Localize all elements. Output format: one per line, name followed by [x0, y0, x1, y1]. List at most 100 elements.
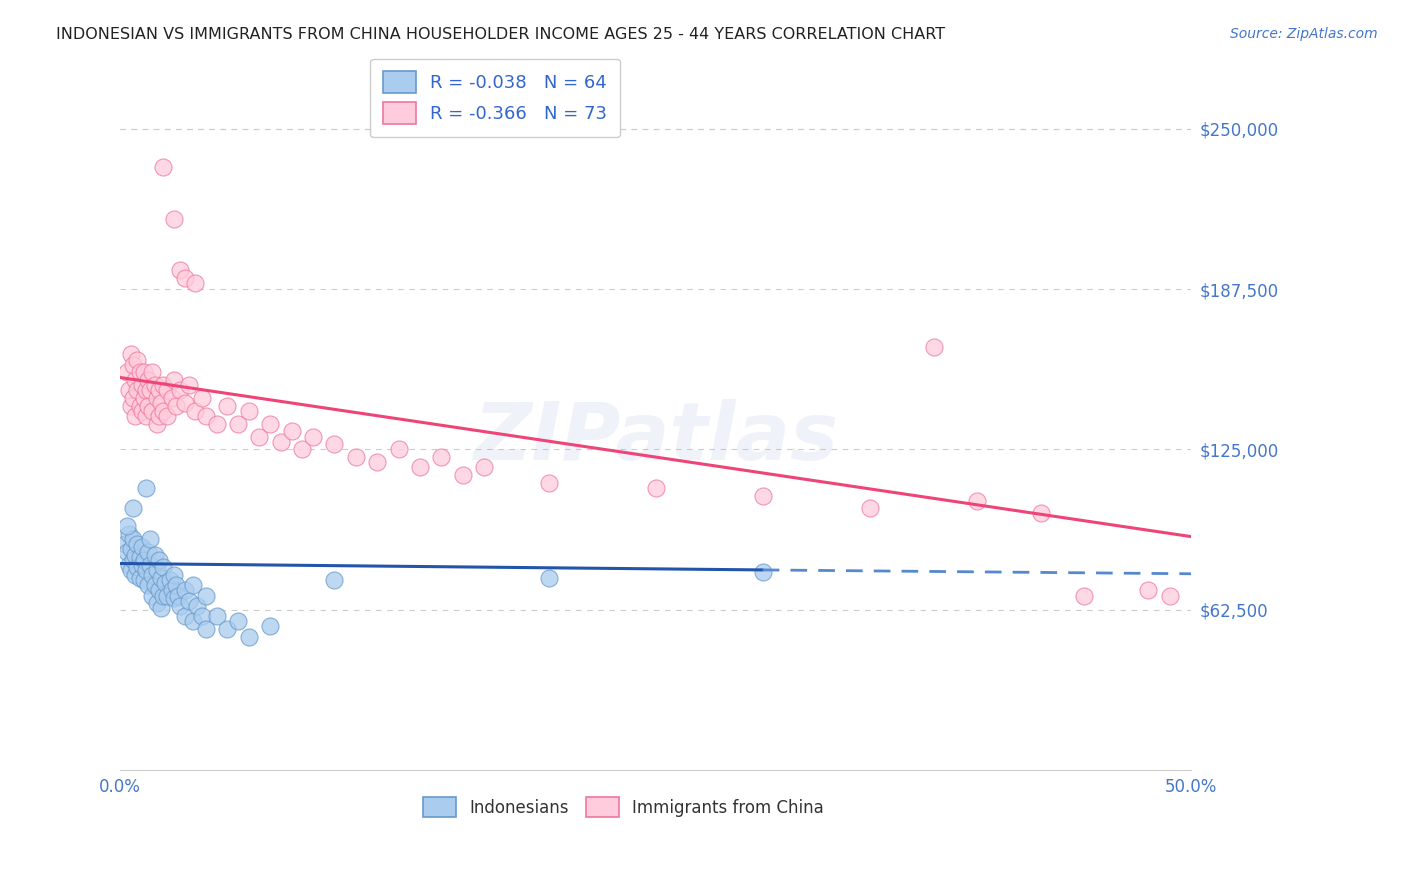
Point: [120, 563, 142, 577]
Point: [139, 558, 162, 572]
Point: [291, 442, 314, 457]
Point: [169, 599, 191, 613]
Point: [149, 396, 172, 410]
Point: [922, 340, 945, 354]
Point: [132, 391, 155, 405]
Point: [143, 578, 166, 592]
Point: [186, 599, 208, 613]
Point: [148, 384, 170, 398]
Point: [270, 434, 292, 449]
Point: [644, 481, 666, 495]
Point: [148, 583, 170, 598]
Point: [249, 429, 271, 443]
Point: [122, 501, 145, 516]
Point: [118, 527, 141, 541]
Point: [160, 391, 183, 405]
Point: [205, 609, 228, 624]
Point: [145, 596, 167, 610]
Point: [136, 545, 159, 559]
Point: [152, 404, 174, 418]
Point: [169, 262, 191, 277]
Point: [141, 589, 163, 603]
Point: [430, 450, 453, 464]
Point: [226, 614, 249, 628]
Point: [184, 276, 207, 290]
Point: [124, 568, 146, 582]
Point: [1073, 589, 1095, 603]
Point: [173, 270, 195, 285]
Point: [366, 455, 388, 469]
Point: [136, 399, 159, 413]
Point: [120, 347, 142, 361]
Point: [118, 384, 141, 398]
Point: [128, 399, 150, 413]
Point: [156, 589, 179, 603]
Point: [537, 475, 560, 490]
Point: [165, 399, 187, 413]
Point: [124, 373, 146, 387]
Point: [145, 391, 167, 405]
Point: [120, 399, 142, 413]
Point: [173, 609, 195, 624]
Point: [135, 384, 157, 398]
Point: [115, 519, 138, 533]
Point: [280, 425, 302, 439]
Point: [184, 404, 207, 418]
Point: [160, 583, 183, 598]
Point: [132, 552, 155, 566]
Point: [124, 548, 146, 562]
Point: [136, 373, 159, 387]
Point: [131, 378, 153, 392]
Point: [141, 404, 163, 418]
Point: [344, 450, 367, 464]
Point: [124, 409, 146, 423]
Point: [165, 578, 187, 592]
Point: [194, 409, 217, 423]
Point: [259, 417, 281, 431]
Point: [1029, 507, 1052, 521]
Point: [149, 601, 172, 615]
Text: ZIPatlas: ZIPatlas: [472, 399, 838, 476]
Point: [135, 409, 157, 423]
Point: [238, 404, 260, 418]
Point: [127, 560, 149, 574]
Point: [145, 417, 167, 431]
Point: [128, 366, 150, 380]
Point: [127, 352, 149, 367]
Point: [409, 460, 432, 475]
Point: [537, 571, 560, 585]
Point: [388, 442, 411, 457]
Point: [132, 573, 155, 587]
Point: [159, 573, 181, 587]
Point: [323, 437, 346, 451]
Point: [190, 391, 212, 405]
Point: [131, 404, 153, 418]
Point: [127, 384, 149, 398]
Point: [148, 552, 170, 566]
Point: [302, 429, 325, 443]
Point: [194, 622, 217, 636]
Point: [139, 384, 162, 398]
Point: [451, 468, 474, 483]
Point: [259, 619, 281, 633]
Point: [205, 417, 228, 431]
Point: [131, 558, 153, 572]
Point: [751, 566, 773, 580]
Point: [148, 409, 170, 423]
Point: [115, 366, 138, 380]
Point: [859, 501, 882, 516]
Point: [141, 366, 163, 380]
Point: [139, 532, 162, 546]
Point: [190, 609, 212, 624]
Point: [114, 537, 136, 551]
Point: [152, 560, 174, 574]
Point: [181, 614, 204, 628]
Point: [145, 563, 167, 577]
Point: [217, 399, 239, 413]
Point: [122, 532, 145, 546]
Point: [152, 589, 174, 603]
Point: [472, 460, 495, 475]
Point: [173, 396, 195, 410]
Point: [135, 563, 157, 577]
Point: [1159, 589, 1181, 603]
